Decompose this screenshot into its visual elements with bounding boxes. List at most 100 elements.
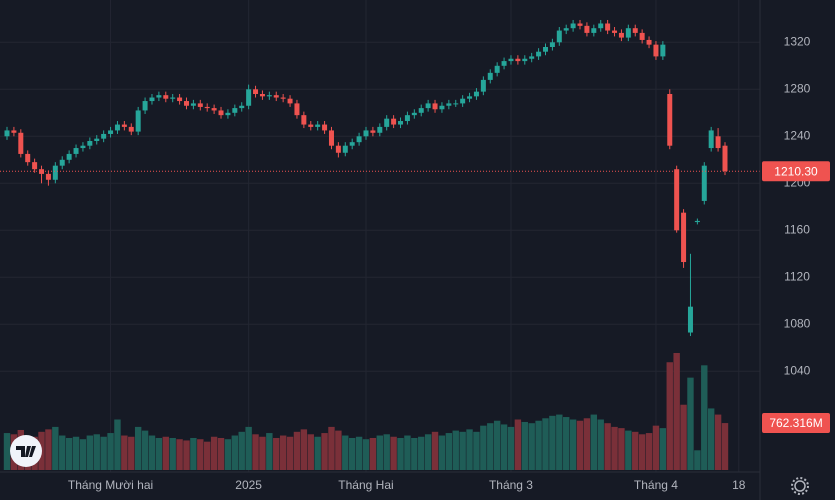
volume-bar xyxy=(459,431,466,470)
volume-bar xyxy=(266,433,273,470)
candle-body xyxy=(190,103,196,106)
x-tick-label: Tháng Mười hai xyxy=(68,478,153,492)
candle-body xyxy=(211,108,217,111)
volume-bar xyxy=(514,419,522,470)
candle-body xyxy=(11,130,17,133)
volume-bar xyxy=(549,415,556,470)
volume-bar xyxy=(52,426,59,470)
candle-body xyxy=(632,28,638,33)
candle-body xyxy=(280,97,286,99)
volume-bar xyxy=(638,434,646,470)
candle-body xyxy=(577,23,583,26)
candle-body xyxy=(612,30,618,33)
candle-body xyxy=(542,47,548,52)
volume-bar xyxy=(632,431,639,470)
candle-body xyxy=(101,133,107,139)
volume-bar xyxy=(328,426,335,470)
volume-bar xyxy=(369,437,377,470)
y-tick-label: 1320 xyxy=(784,34,811,48)
logo-mark[interactable] xyxy=(16,446,36,457)
volume-bar xyxy=(259,436,266,470)
candle-body xyxy=(398,121,404,125)
volume-bar xyxy=(500,424,508,470)
settings-icon[interactable] xyxy=(791,477,809,495)
volume-bar xyxy=(176,439,183,470)
candle-body xyxy=(32,162,38,170)
candle-body xyxy=(170,97,176,99)
candle-body xyxy=(370,130,376,133)
volume-bar xyxy=(72,436,80,470)
candle-body xyxy=(446,103,452,106)
candle-body xyxy=(667,94,673,146)
candle-body xyxy=(473,91,479,97)
candle-body xyxy=(425,103,431,109)
logo-circle[interactable] xyxy=(10,435,42,467)
volume-bar xyxy=(680,404,687,470)
candle-body xyxy=(653,44,659,57)
volume-bar xyxy=(169,437,176,470)
volume-bar xyxy=(162,436,169,470)
volume-bar xyxy=(183,440,190,470)
volume-bar xyxy=(342,435,349,470)
volume-bar xyxy=(535,420,542,470)
volume-bar xyxy=(335,430,342,470)
volume-bar xyxy=(445,433,453,470)
x-tick-label: Tháng Hai xyxy=(338,478,393,492)
candle-body xyxy=(315,124,321,127)
gear-teeth[interactable] xyxy=(791,477,809,495)
candle-body xyxy=(266,95,272,97)
volume-bar xyxy=(411,437,418,470)
volume-bar xyxy=(507,426,515,470)
volume-bar xyxy=(321,433,328,470)
volume-bar xyxy=(438,435,446,470)
last-price-label: 1210.30 xyxy=(774,164,818,178)
grid xyxy=(0,0,760,472)
candle-body xyxy=(722,145,728,172)
candle-body xyxy=(239,105,245,109)
candle-body xyxy=(591,28,597,33)
candle-body xyxy=(480,79,486,92)
candle-body xyxy=(515,58,521,62)
volume-bar xyxy=(148,435,156,470)
candle-body xyxy=(287,98,293,104)
volume-bar xyxy=(707,408,715,470)
candle-body xyxy=(246,89,252,106)
volume-bar xyxy=(625,430,632,470)
volume-bar xyxy=(576,420,584,470)
candle-body xyxy=(384,118,390,127)
candle-body xyxy=(308,124,314,127)
candle-body xyxy=(460,98,466,104)
candle-body xyxy=(522,58,528,62)
volume-bar xyxy=(493,420,501,470)
candle-body xyxy=(404,115,410,122)
gear[interactable] xyxy=(794,480,806,492)
volume-bar xyxy=(197,439,204,470)
volume-bar xyxy=(431,431,439,470)
candle-body xyxy=(259,94,265,97)
volume-bar xyxy=(155,437,163,470)
logo[interactable] xyxy=(10,435,42,467)
candle-body xyxy=(563,28,569,31)
candle-body xyxy=(59,159,65,166)
volume-bar xyxy=(128,436,135,470)
volume-bar xyxy=(45,429,52,470)
candle-body xyxy=(197,103,203,107)
volume-bar xyxy=(714,414,722,470)
candle-body xyxy=(701,165,707,201)
volume-bar xyxy=(210,436,218,470)
candle-body xyxy=(114,124,120,131)
volume-bar xyxy=(673,353,680,470)
volume-bar xyxy=(190,437,197,470)
candle-body xyxy=(121,124,127,127)
candle-body xyxy=(273,95,279,98)
candle-body xyxy=(639,32,645,40)
volume-bar xyxy=(721,423,729,470)
volume-bar xyxy=(231,435,239,470)
volume-bar xyxy=(452,430,459,470)
volume-bar xyxy=(542,418,549,470)
volume-bar xyxy=(652,425,660,470)
volume-bar xyxy=(390,436,397,470)
candle-body xyxy=(681,212,687,263)
candle-body xyxy=(25,153,31,163)
